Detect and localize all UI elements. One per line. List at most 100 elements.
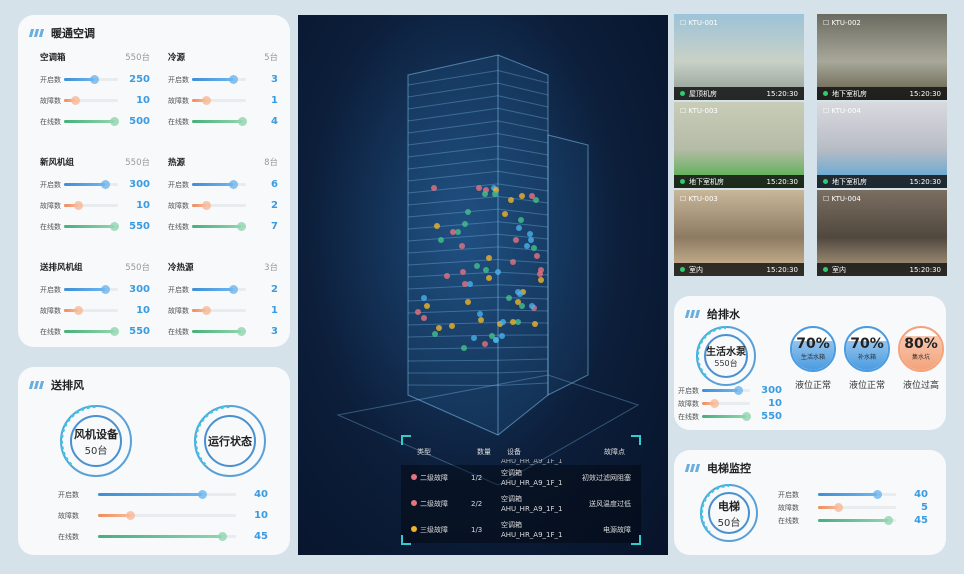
metric-bar [64,285,118,294]
sensor-marker [519,303,525,309]
camera-id: KTU-003 [688,195,718,203]
metric-row: 在线数 4 [168,111,278,132]
metric-bar [64,180,118,189]
metric-value: 10 [136,305,150,316]
metric-row: 故障数 1 [168,300,278,321]
metric-value: 10 [254,510,268,521]
building-wireframe [336,54,640,486]
metric-row: 故障数 2 [168,195,278,216]
camera-feed[interactable]: ☐ KTU-003 地下室机房 15:20:30 [674,102,804,188]
sensor-marker [471,335,477,341]
metric-bar-knob [100,180,110,189]
metric-value: 300 [129,179,150,190]
sensor-marker [455,229,461,235]
metric-bar [64,117,119,126]
ventilation-panel: 送排风 风机设备 50台 运行状态 开启数 40 故障数 10 在线数 45 [18,367,290,555]
tank-status: 液位正常 [794,381,831,391]
metric-value: 3 [271,326,278,337]
sensor-marker [465,209,471,215]
fault-level-dot-icon [411,526,417,532]
sensor-marker [478,317,484,323]
sensor-marker [515,319,521,325]
fault-partial-row: AHU_HR_A9_1F_1 [501,459,563,465]
metric-row: 在线数 550 [40,216,150,237]
metric-label: 开启数 [40,180,61,189]
metric-bar [64,327,119,336]
sensor-marker [462,281,468,287]
metric-value: 5 [921,502,928,513]
metric-bar-knob [109,327,119,336]
sensor-marker [518,217,524,223]
metric-row: 故障数 10 [40,90,150,111]
metric-label: 在线数 [40,222,61,231]
metric-bar-knob [73,306,83,315]
group-name: 送排风机组 [40,263,83,273]
sensor-marker [499,333,505,339]
camera-feed[interactable]: ☐ KTU-003 室内 15:20:30 [674,190,804,276]
fault-row[interactable]: 三级故障 1/3 空调箱 AHU_HR_A9_1F_1 电源故障 [401,517,641,543]
camera-icon: ☐ [680,19,689,27]
sensor-marker [432,331,438,337]
metric-bar [98,490,236,499]
tank-name: 生活水箱 [800,354,825,361]
metric-bar [64,75,118,84]
sensor-marker [436,325,442,331]
camera-location: 屋顶机房 [689,89,717,98]
run-status-ring[interactable]: 运行状态 [194,405,266,477]
metric-label: 在线数 [40,327,61,336]
metric-label: 故障数 [168,306,189,315]
metric-bar [64,222,119,231]
tank-level-gauge: 80% 集水坑 [898,326,944,372]
camera-icon: ☐ [823,107,832,115]
camera-location: 地下室机房 [832,177,867,186]
camera-feed[interactable]: ☐ KTU-001 屋顶机房 15:20:30 [674,14,804,100]
fault-row[interactable]: 二级故障 2/2 空调箱 AHU_HR_A9_1F_1 送风温度过低 [401,491,641,517]
metric-value: 2 [271,284,278,295]
camera-feed[interactable]: ☐ KTU-002 地下室机房 15:20:30 [817,14,947,100]
camera-icon: ☐ [680,195,689,203]
elevator-ring: 电梯 50台 [700,484,758,542]
metric-label: 在线数 [58,532,79,541]
metric-bar-knob [109,117,119,126]
camera-icon: ☐ [823,195,832,203]
hvac-group: 空调箱 550台 开启数 250 故障数 10 在线数 500 [40,51,150,132]
metric-bar [192,285,246,294]
camera-feed[interactable]: ☐ KTU-004 室内 15:20:30 [817,190,947,276]
fault-qty: 1/3 [471,526,483,534]
tank-percent: 80% [904,336,938,352]
tank-name: 集水坑 [911,354,930,361]
sensor-marker [528,237,534,243]
camera-location: 地下室机房 [689,177,724,186]
camera-id: KTU-004 [831,195,861,203]
group-name: 冷源 [168,53,186,63]
camera-time: 15:20:30 [909,177,941,186]
metric-value: 550 [129,326,150,337]
metric-bar [64,201,118,210]
camera-time: 15:20:30 [909,265,941,274]
metric-row: 开启数 250 [40,69,150,90]
metric-bar [64,96,118,105]
sensor-marker [537,271,543,277]
sensor-marker [444,273,450,279]
metric-label: 在线数 [168,327,189,336]
group-count: 8台 [264,158,278,168]
metric-row: 在线数 550 [678,410,782,423]
metric-label: 开启数 [168,75,189,84]
tank-percent: 70% [850,336,884,352]
fault-row[interactable]: 二级故障 1/2 空调箱 AHU_HR_A9_1F_1 初效过滤网阻塞 [401,465,641,491]
sensor-marker [486,275,492,281]
hvac-group: 送排风机组 550台 开启数 300 故障数 10 在线数 550 [40,261,150,342]
camera-feed[interactable]: ☐ KTU-004 地下室机房 15:20:30 [817,102,947,188]
camera-location: 室内 [689,265,703,274]
sensor-marker [515,299,521,305]
metric-value: 10 [136,95,150,106]
metric-label: 故障数 [58,511,79,520]
fault-table-header: 类型 数量 设备 故障点 [417,448,625,456]
fault-device-type: 空调箱 [501,469,522,477]
elevator-title: 电梯监控 [684,460,751,476]
section-marker-icon [684,464,701,472]
building-3d-view[interactable]: 类型 数量 设备 故障点 AHU_HR_A9_1F_1 二级故障 1/2 空调箱… [298,15,668,555]
sensor-marker [527,231,533,237]
metric-bar-knob [236,222,246,231]
group-name: 热源 [168,158,186,168]
